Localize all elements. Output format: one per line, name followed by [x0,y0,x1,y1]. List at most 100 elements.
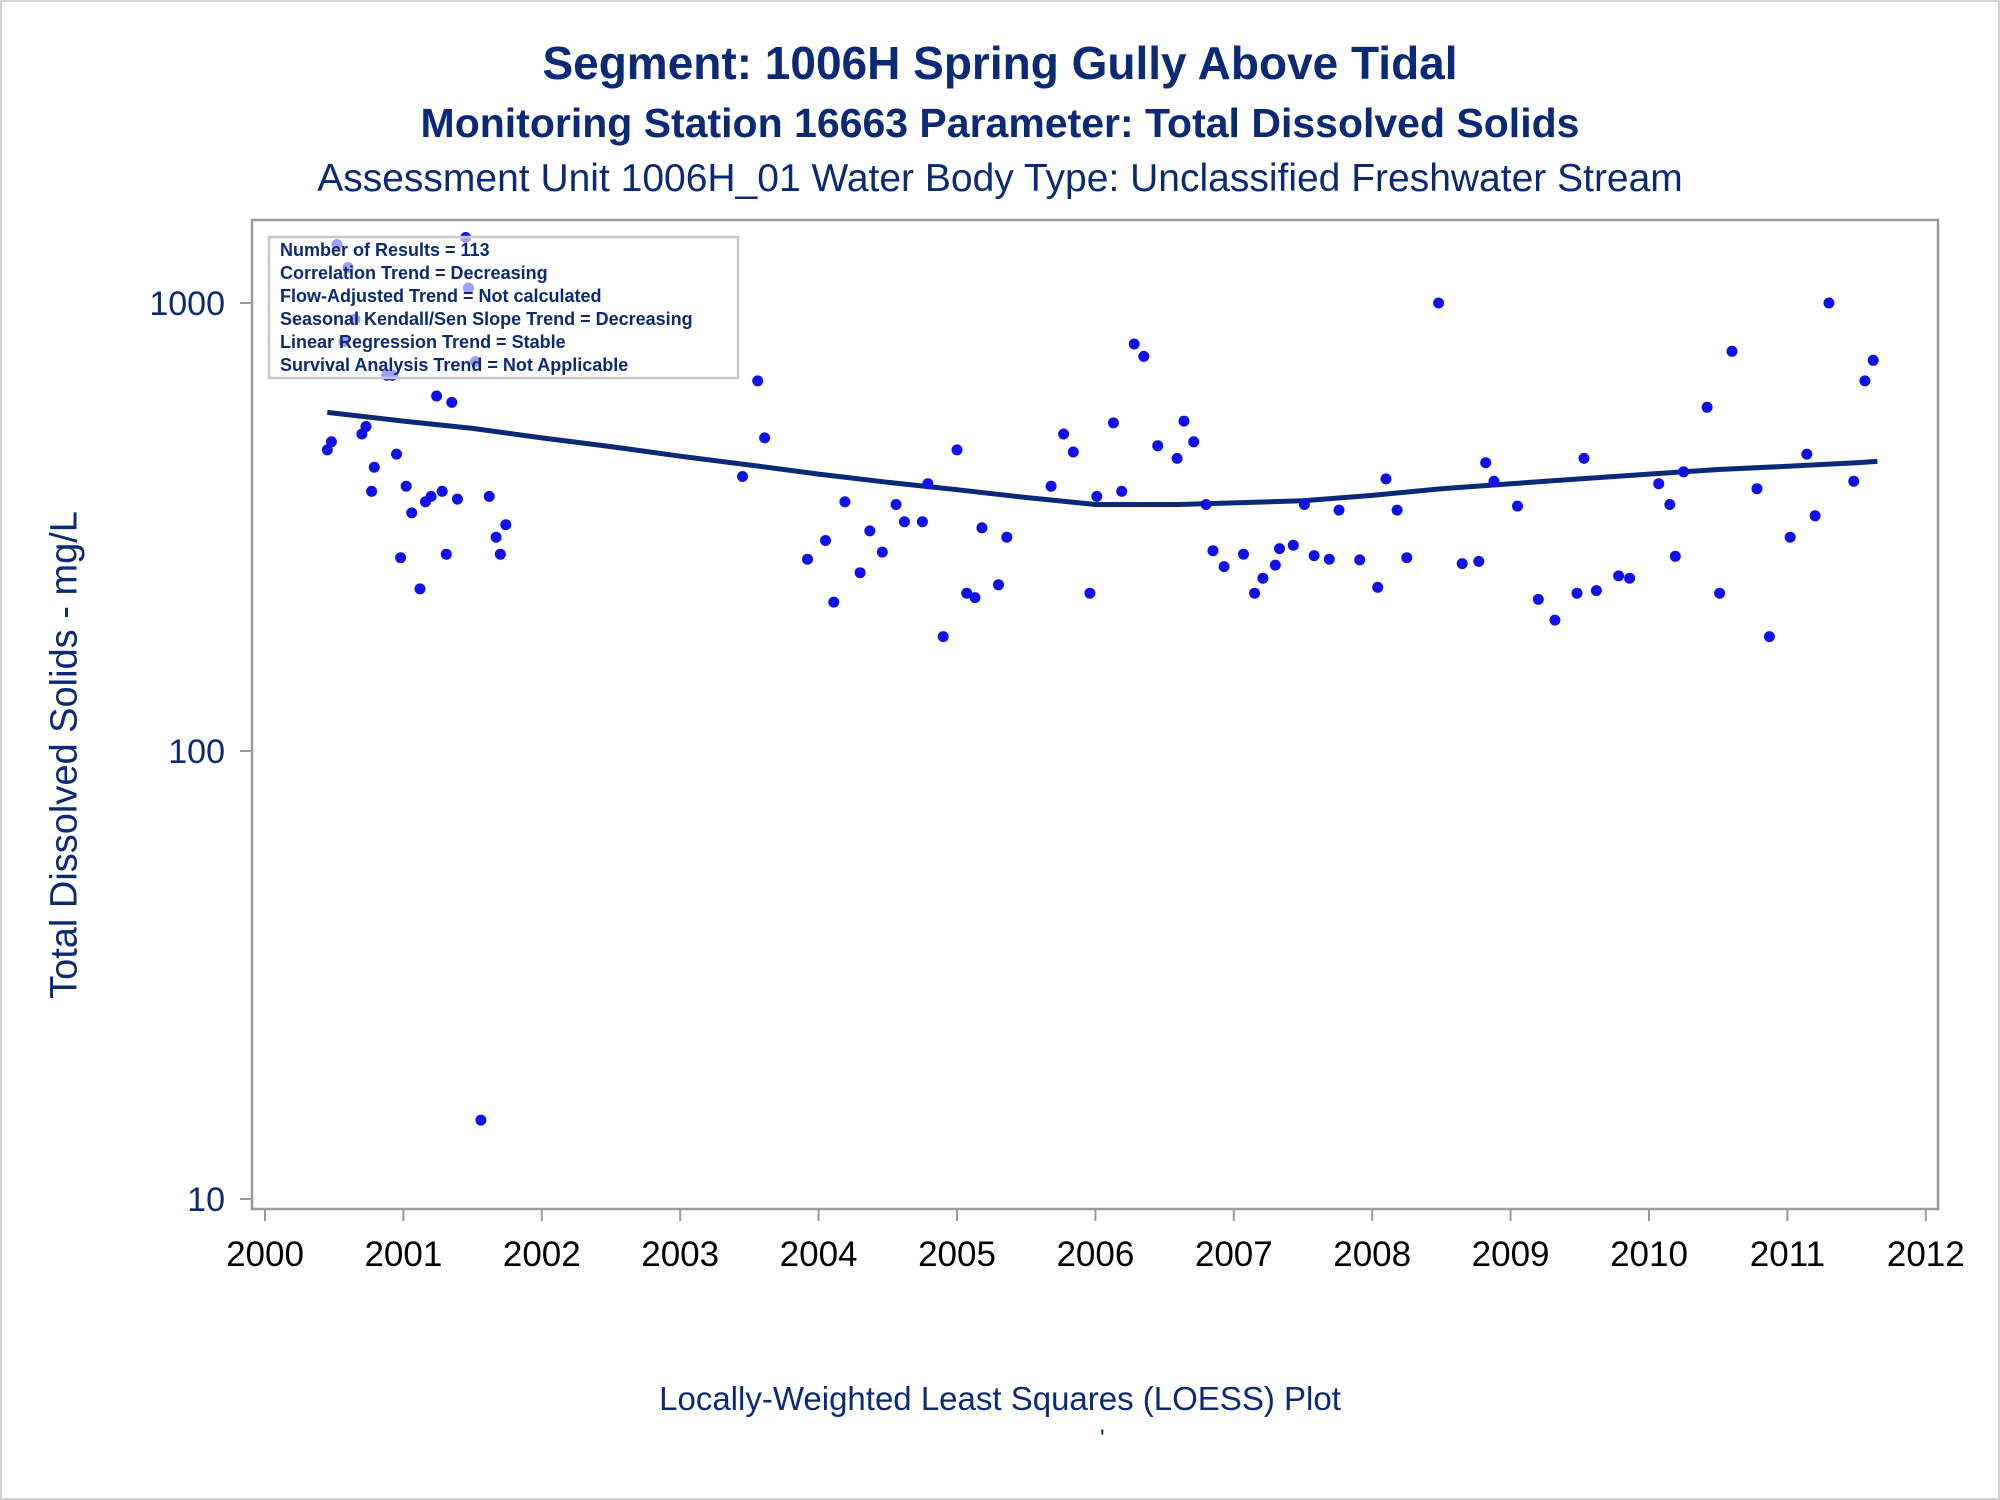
stats-box-border [267,235,740,380]
data-point [1859,375,1871,387]
data-point [951,444,963,456]
data-point [325,436,337,448]
data-point [1613,570,1625,582]
data-point [898,516,910,528]
data-point [1333,504,1345,516]
data-point [1091,490,1103,502]
scatter-series [321,232,1879,1126]
x-tick-label: 2011 [1750,1235,1825,1274]
stats-line: Number of Results = 113 [280,240,490,260]
data-point [406,507,418,519]
data-point [1084,587,1096,599]
data-point [1372,581,1384,593]
data-point [752,375,764,387]
data-point [1549,614,1561,626]
data-point [828,596,840,608]
data-point [360,421,372,432]
data-point [1287,539,1299,551]
stats-line: Flow-Adjusted Trend = Not calculated [280,286,602,306]
data-point [890,499,902,510]
data-point [1152,440,1164,452]
y-tick-label: 1000 [149,285,225,323]
x-tick-label: 2004 [780,1235,858,1274]
data-point [969,592,981,604]
y-axis: 10 100 1000 [149,285,252,1219]
x-tick-label: 2006 [1056,1235,1134,1274]
data-point [820,535,831,546]
data-point [391,448,402,460]
data-point [1298,499,1310,510]
data-point [1257,572,1269,584]
data-point [1067,446,1079,458]
footnote-mark: ' [1100,1425,1105,1452]
x-tick-label: 2010 [1610,1235,1688,1274]
data-point [368,461,380,473]
data-point [1867,354,1879,366]
data-point [1001,531,1013,543]
data-point [1116,485,1128,497]
data-point [1512,500,1523,512]
data-point [1107,417,1119,429]
data-point [1200,499,1212,510]
y-tick-label: 10 [187,1181,225,1219]
data-point [366,485,378,497]
data-point [1624,572,1636,584]
chart-subtitle-2: Assessment Unit 1006H_01 Water Body Type… [317,157,1683,200]
data-point [737,471,748,482]
data-point [922,478,934,490]
x-tick-label: 2012 [1887,1235,1965,1274]
x-tick-label: 2005 [918,1235,996,1274]
data-point [1532,593,1544,605]
data-point [1653,478,1665,490]
data-point [500,519,512,531]
data-point [876,546,888,558]
x-tick-label: 2008 [1333,1235,1411,1274]
data-point [854,567,866,579]
data-point [431,390,443,402]
data-point [395,552,407,564]
data-point [1590,585,1602,597]
data-point [1488,475,1500,487]
stats-line: Survival Analysis Trend = Not Applicable [280,355,628,375]
data-point [1801,448,1813,460]
x-tick-label: 2003 [641,1235,719,1274]
stats-line: Seasonal Kendall/Sen Slope Trend = Decre… [280,309,693,329]
data-point [1391,504,1403,516]
x-axis: 2000 2001 2002 2003 2004 2005 2006 2007 2008 2009… [226,1209,1965,1274]
y-tick-label: 100 [168,733,225,771]
data-point [1433,297,1445,309]
data-point [1354,554,1366,566]
data-point [1714,587,1726,599]
loess-line [327,409,1878,507]
data-point [1323,553,1335,565]
data-point [802,553,813,565]
x-tick-label: 2001 [364,1235,442,1274]
data-point [490,531,502,543]
data-point [1473,555,1485,567]
data-point [1823,297,1835,309]
data-point [321,444,333,456]
data-point [475,1114,487,1126]
loess-series [327,409,1878,507]
data-point [1726,345,1738,357]
data-point [1238,548,1249,560]
x-axis-label: Locally-Weighted Least Squares (LOESS) P… [659,1380,1341,1417]
data-point [1763,631,1775,643]
data-point [759,432,771,444]
data-point [1218,561,1230,573]
data-point [976,522,988,534]
data-point [1138,350,1150,362]
chart-title: Segment: 1006H Spring Gully Above Tidal [542,37,1458,89]
data-point [494,548,506,560]
stats-line: Correlation Trend = Decreasing [280,263,548,283]
data-point [1401,552,1413,564]
data-point [1480,457,1492,469]
data-point [1274,543,1285,555]
x-tick-label: 2007 [1195,1235,1273,1274]
data-point [1058,428,1070,440]
data-point [446,396,458,408]
data-point [440,548,452,560]
data-point [1045,480,1057,492]
data-point [1751,483,1763,495]
